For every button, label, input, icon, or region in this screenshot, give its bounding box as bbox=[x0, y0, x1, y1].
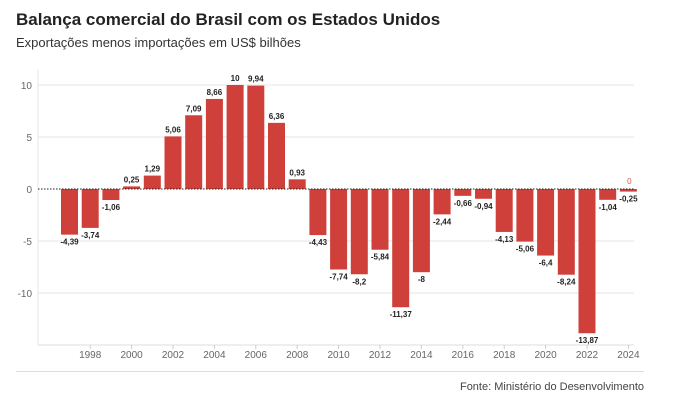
data-label: -0,94 bbox=[474, 202, 493, 211]
data-label: -2,44 bbox=[433, 217, 452, 226]
bar bbox=[412, 189, 430, 273]
bar bbox=[350, 189, 368, 275]
bar bbox=[475, 189, 492, 199]
bar bbox=[371, 189, 389, 250]
data-label: 5,06 bbox=[165, 125, 181, 134]
data-label: -4,39 bbox=[60, 238, 79, 247]
chart-subtitle: Exportações menos importações em US$ bil… bbox=[16, 35, 301, 50]
data-label: -3,74 bbox=[81, 231, 100, 240]
bars-layer bbox=[61, 85, 637, 334]
data-label: 0,93 bbox=[289, 168, 305, 177]
bar bbox=[268, 122, 285, 189]
data-label: -5,84 bbox=[371, 253, 390, 262]
data-label: 10 bbox=[231, 74, 240, 83]
bar bbox=[123, 186, 141, 189]
bar bbox=[247, 85, 265, 189]
bar bbox=[205, 98, 223, 189]
data-label: 1,29 bbox=[145, 165, 161, 174]
x-tick-label: 2014 bbox=[410, 350, 433, 361]
data-label: -1,06 bbox=[102, 203, 121, 212]
axis-layer: 10 5 0 -5 -10 1998 2000 2002 2004 2006 2008 2010 201… bbox=[18, 81, 640, 361]
x-tick-label: 1998 bbox=[79, 350, 102, 361]
x-tick-label: 2000 bbox=[120, 350, 143, 361]
bar bbox=[392, 189, 410, 308]
data-label: -4,43 bbox=[309, 238, 328, 247]
bar bbox=[226, 85, 244, 189]
y-tick-label: -5 bbox=[23, 237, 32, 248]
data-label: 7,09 bbox=[186, 104, 202, 113]
data-label: -13,87 bbox=[576, 336, 599, 345]
footer-divider bbox=[16, 371, 644, 372]
bar bbox=[81, 189, 99, 228]
x-tick-label: 2006 bbox=[245, 350, 268, 361]
y-tick-label: 5 bbox=[26, 133, 32, 144]
bar bbox=[537, 189, 555, 256]
data-label: -5,06 bbox=[516, 245, 535, 254]
data-label: 6,36 bbox=[269, 112, 285, 121]
data-label: 8,66 bbox=[207, 88, 223, 97]
source-note: Fonte: Ministério do Desenvolvimento bbox=[459, 381, 644, 393]
bar bbox=[330, 189, 348, 270]
zero-annotation: 0 bbox=[627, 177, 632, 186]
bar bbox=[557, 189, 575, 275]
bar bbox=[61, 189, 78, 235]
x-tick-label: 2002 bbox=[162, 350, 185, 361]
x-tick-label: 2008 bbox=[286, 350, 309, 361]
data-label: -7,74 bbox=[329, 272, 348, 281]
data-label: -6,4 bbox=[539, 259, 553, 268]
data-label: -11,37 bbox=[390, 310, 413, 319]
x-tick-label: 2024 bbox=[617, 350, 640, 361]
data-label: -1,04 bbox=[599, 203, 618, 212]
data-label: -8,24 bbox=[557, 278, 576, 287]
data-label: 9,94 bbox=[248, 75, 264, 84]
y-tick-label: 10 bbox=[21, 81, 33, 92]
bar bbox=[164, 136, 182, 189]
x-tick-label: 2010 bbox=[327, 350, 350, 361]
bar bbox=[454, 189, 472, 196]
data-label: -0,25 bbox=[619, 195, 638, 204]
x-tick-label: 2022 bbox=[576, 350, 599, 361]
data-label: -8,2 bbox=[352, 277, 366, 286]
bar bbox=[185, 115, 203, 189]
bar bbox=[495, 189, 513, 232]
bar-chart: -4,39-3,74 -1,06 0,25 1,29 5,06 7,09 8,66 10 9,9… bbox=[18, 70, 640, 361]
x-tick-label: 2016 bbox=[452, 350, 475, 361]
x-tick-label: 2018 bbox=[493, 350, 516, 361]
bar bbox=[578, 189, 596, 334]
chart-title: Balança comercial do Brasil com os Estad… bbox=[16, 10, 441, 29]
data-label: -8 bbox=[418, 275, 426, 284]
bar bbox=[516, 189, 534, 242]
bar bbox=[619, 189, 637, 192]
bar bbox=[102, 189, 120, 201]
y-tick-label: -10 bbox=[18, 289, 33, 300]
bar bbox=[143, 175, 161, 189]
bar bbox=[599, 189, 617, 200]
x-tick-label: 2004 bbox=[203, 350, 226, 361]
data-label: -4,13 bbox=[495, 235, 514, 244]
data-label: 0,25 bbox=[124, 175, 140, 184]
bar bbox=[288, 179, 306, 189]
x-tick-label: 2020 bbox=[534, 350, 557, 361]
y-tick-label: 0 bbox=[26, 185, 32, 196]
data-labels-layer: -4,39-3,74 -1,06 0,25 1,29 5,06 7,09 8,66 10 9,9… bbox=[60, 74, 638, 345]
x-tick-label: 2012 bbox=[369, 350, 392, 361]
data-label: -0,66 bbox=[454, 199, 473, 208]
bar bbox=[309, 189, 327, 236]
bar bbox=[433, 189, 451, 215]
